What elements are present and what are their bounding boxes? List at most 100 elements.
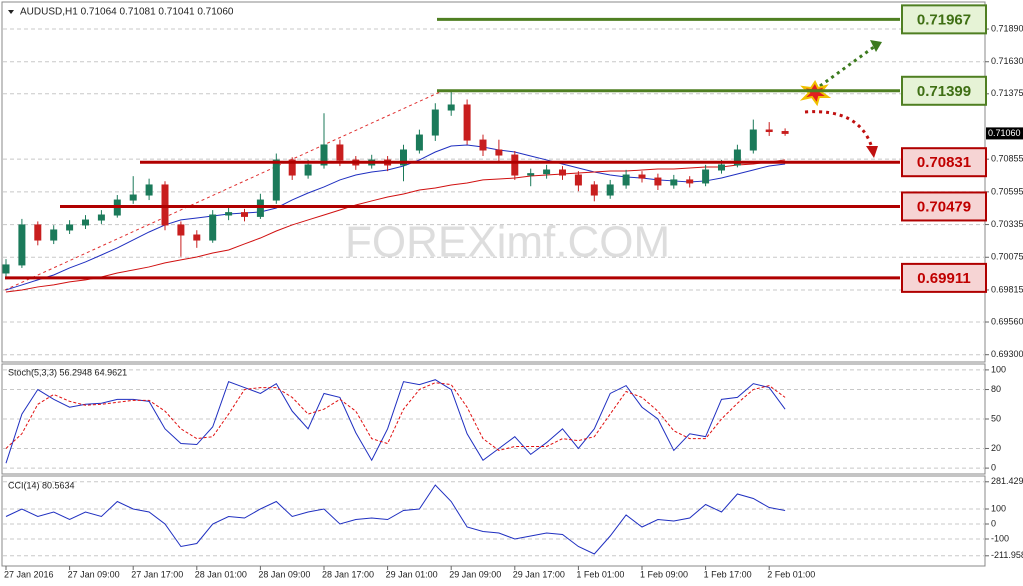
candle-body: [50, 229, 58, 241]
candle-body: [559, 169, 566, 176]
x-tick-label: 2 Feb 01:00: [767, 569, 815, 579]
menu-arrow: [8, 10, 14, 14]
level-box: [901, 262, 987, 293]
level-label: 0.70479: [917, 198, 971, 215]
break-icon: [799, 80, 832, 107]
arrow-head: [866, 146, 878, 158]
y-tick-label: 50: [991, 413, 1001, 423]
candle-body: [638, 174, 646, 179]
candle-body: [82, 219, 89, 226]
candle-body: [193, 234, 201, 241]
x-tick-label: 1 Feb 17:00: [704, 569, 752, 579]
level-box: [901, 191, 987, 222]
y-tick-label: 0.69560: [991, 316, 1023, 326]
candle-body: [145, 184, 153, 196]
candle-body: [225, 212, 233, 216]
candle-body: [431, 109, 439, 136]
y-tick-label: 0.70335: [991, 219, 1023, 229]
level-label: 0.71399: [917, 83, 971, 100]
candle-body: [288, 159, 296, 176]
candle-body: [463, 104, 471, 141]
candle-body: [2, 264, 10, 274]
y-tick-label: 0.71630: [991, 56, 1023, 66]
level-box: [901, 4, 987, 35]
candle-body: [781, 131, 789, 134]
level-box: [901, 147, 987, 178]
y-tick-label: 0.69300: [991, 349, 1023, 359]
candle-body: [34, 224, 42, 241]
candle-body: [97, 214, 105, 221]
y-tick-label: 0: [991, 462, 996, 472]
candle-body: [272, 159, 280, 201]
x-tick-label: 29 Jan 01:00: [386, 569, 438, 579]
y-tick-label: 0: [991, 518, 996, 528]
trend-line: [4, 91, 441, 291]
y-tick-label: 0.70855: [991, 154, 1023, 164]
candle-body: [18, 224, 26, 266]
moving-average: [5, 159, 786, 293]
candle-body: [511, 154, 519, 176]
candle-body: [702, 169, 710, 184]
x-tick-label: 1 Feb 01:00: [576, 569, 624, 579]
candle-body: [733, 149, 741, 166]
candle-body: [336, 144, 344, 161]
y-tick-label: 0.70595: [991, 186, 1023, 196]
stoch-title: Stoch(5,3,3) 56.2948 64.9621: [8, 367, 127, 377]
candle-body: [400, 149, 407, 166]
y-tick-label: -100: [991, 533, 1009, 543]
candle-body: [209, 214, 217, 241]
y-tick-label: 100: [991, 503, 1006, 513]
cci-title: CCI(14) 80.5634: [8, 480, 75, 490]
candle-body: [256, 199, 264, 217]
candle-body: [129, 194, 137, 201]
watermark: FOREXimf.COM: [345, 218, 670, 267]
y-tick-label: 0.71375: [991, 88, 1023, 98]
symbol-header: AUDUSD,H1 0.71064 0.71081 0.71041 0.7106…: [20, 7, 234, 18]
y-tick-label: 0.69815: [991, 284, 1023, 294]
arrow-head: [870, 40, 882, 52]
candle-body: [574, 174, 582, 186]
x-tick-label: 27 Jan 17:00: [131, 569, 183, 579]
level-box: [901, 75, 987, 106]
x-tick-label: 1 Feb 09:00: [640, 569, 688, 579]
candle-body: [495, 149, 503, 156]
x-tick-label: 29 Jan 09:00: [449, 569, 501, 579]
indicator-line: [5, 484, 786, 555]
candle-body: [304, 164, 312, 176]
cci-panel: [1, 475, 986, 567]
candle-body: [241, 212, 248, 217]
arrow-up: [819, 42, 879, 88]
candle-body: [543, 169, 551, 175]
candle-body: [590, 184, 598, 196]
x-tick-label: 27 Jan 09:00: [68, 569, 120, 579]
last-price: 0.71060: [988, 128, 1021, 138]
candle-body: [686, 179, 694, 184]
x-tick-label: 27 Jan 2016: [4, 569, 54, 579]
level-label: 0.71967: [917, 11, 971, 28]
candle-body: [415, 134, 423, 151]
candle-body: [749, 129, 757, 151]
candle-body: [765, 129, 773, 133]
candle-body: [622, 174, 630, 186]
candle-body: [66, 224, 74, 231]
candle-body: [654, 177, 662, 186]
candle-body: [527, 173, 535, 176]
candle-body: [447, 104, 455, 111]
y-tick-label: 0.70075: [991, 252, 1023, 262]
level-label: 0.69911: [917, 270, 970, 287]
y-tick-label: 100: [991, 364, 1006, 374]
y-tick-label: 20: [991, 443, 1001, 453]
candle-body: [177, 224, 185, 236]
indicator-line: [5, 382, 786, 451]
candle-body: [670, 179, 678, 186]
y-tick-label: -211.958: [991, 550, 1023, 560]
x-tick-label: 28 Jan 17:00: [322, 569, 374, 579]
x-tick-label: 29 Jan 17:00: [513, 569, 565, 579]
level-label: 0.70831: [917, 154, 971, 171]
y-tick-label: 80: [991, 384, 1001, 394]
candle-body: [161, 184, 169, 226]
x-tick-label: 28 Jan 09:00: [258, 569, 310, 579]
candle-body: [479, 139, 487, 151]
candle-body: [606, 184, 614, 196]
